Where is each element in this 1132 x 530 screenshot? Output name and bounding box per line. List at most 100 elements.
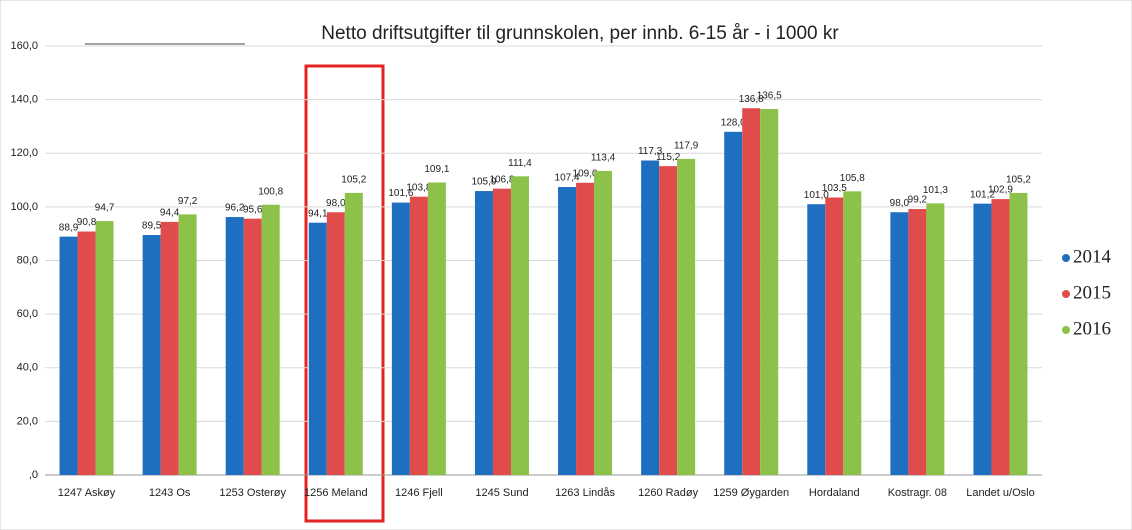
x-tick-label: Kostragr. 08	[888, 487, 947, 499]
legend-label: 2016	[1073, 318, 1111, 339]
x-tick-label: 1260 Radøy	[638, 487, 698, 499]
value-label: 105,8	[840, 173, 865, 184]
bar	[724, 131, 743, 476]
y-tick-label: ,0	[29, 469, 38, 481]
bar	[308, 222, 327, 475]
value-label: 117,3	[638, 146, 663, 157]
value-label: 88,9	[59, 222, 79, 233]
x-tick-label: 1259 Øygarden	[713, 487, 789, 499]
y-tick-label: 80,0	[17, 254, 38, 266]
value-label: 136,8	[739, 94, 764, 105]
bar	[908, 209, 927, 475]
value-label: 105,9	[471, 177, 496, 188]
bar	[659, 166, 678, 475]
x-tick-label: Hordaland	[809, 487, 860, 499]
value-label: 99,2	[908, 195, 928, 206]
highlight-box	[304, 64, 385, 523]
bar	[576, 182, 595, 475]
bar	[926, 203, 945, 475]
value-label: 103,8	[406, 182, 431, 193]
value-label: 94,1	[308, 208, 328, 219]
bar	[225, 217, 244, 475]
value-label: 109,0	[573, 168, 598, 179]
value-label: 111,4	[508, 158, 532, 169]
x-tick-label: 1243 Os	[149, 487, 191, 499]
x-tick-label: 1263 Lindås	[555, 487, 615, 499]
legend-marker	[1062, 326, 1070, 334]
value-label: 102,9	[988, 185, 1013, 196]
legend-label: 2015	[1073, 282, 1111, 303]
value-label: 128,0	[721, 117, 746, 128]
value-label: 98,0	[890, 198, 910, 209]
value-label: 89,5	[142, 221, 162, 232]
bar	[243, 218, 262, 476]
bar	[261, 204, 280, 476]
bar	[890, 212, 909, 476]
value-label: 101,3	[923, 185, 948, 196]
legend-label: 2014	[1073, 246, 1112, 267]
bar	[391, 202, 410, 475]
y-tick-label: 20,0	[17, 415, 38, 427]
value-label: 113,4	[591, 153, 616, 164]
bar	[807, 204, 826, 475]
value-label: 109,1	[424, 164, 449, 175]
bar	[344, 192, 363, 475]
bar	[594, 170, 613, 476]
bar	[825, 197, 844, 475]
bar	[641, 160, 660, 475]
bar	[474, 191, 493, 476]
x-tick-label: 1247 Askøy	[58, 487, 116, 499]
legend-marker	[1062, 290, 1070, 298]
bar	[409, 196, 428, 475]
bar	[558, 187, 577, 475]
bar	[178, 214, 197, 475]
bar	[677, 158, 696, 476]
value-label: 98,0	[326, 198, 346, 209]
x-tick-label: 1245 Sund	[475, 487, 528, 499]
bar	[843, 191, 862, 476]
y-tick-label: 100,0	[10, 201, 38, 213]
x-tick-label: 1246 Fjell	[395, 487, 443, 499]
bar	[760, 109, 779, 476]
bar	[326, 212, 345, 476]
value-label: 90,8	[77, 217, 97, 228]
value-label: 115,2	[656, 152, 681, 163]
legend-marker	[1062, 254, 1070, 262]
value-label: 101,0	[804, 190, 829, 201]
value-label: 96,2	[225, 203, 245, 214]
x-tick-label: Landet u/Oslo	[966, 487, 1035, 499]
value-label: 117,9	[674, 141, 699, 152]
value-label: 136,5	[757, 91, 782, 102]
y-tick-label: 160,0	[10, 40, 38, 52]
bar	[1009, 192, 1028, 475]
x-tick-label: 1256 Meland	[304, 487, 368, 499]
bar	[492, 188, 511, 475]
y-tick-label: 120,0	[10, 147, 38, 159]
value-label: 97,2	[178, 196, 198, 207]
y-tick-label: 140,0	[10, 94, 38, 106]
value-label: 101,2	[970, 189, 995, 200]
bar	[160, 221, 179, 475]
chart-title: Netto driftsutgifter til grunnskolen, pe…	[321, 23, 839, 44]
bar	[59, 236, 78, 475]
y-tick-label: 60,0	[17, 308, 38, 320]
value-label: 103,5	[822, 183, 847, 194]
bar	[427, 182, 446, 475]
bar	[973, 203, 992, 475]
bar	[991, 199, 1010, 476]
bar	[77, 231, 96, 475]
y-tick-label: 40,0	[17, 362, 38, 374]
value-label: 107,4	[555, 173, 580, 184]
value-label: 100,8	[258, 186, 283, 197]
value-label: 95,6	[243, 204, 263, 215]
value-label: 94,4	[160, 208, 180, 219]
value-label: 94,7	[95, 203, 115, 214]
value-label: 105,2	[341, 175, 366, 186]
x-tick-label: 1253 Osterøy	[219, 487, 286, 499]
bar	[95, 221, 114, 475]
bar	[742, 108, 761, 475]
bar	[142, 235, 161, 475]
value-label: 106,8	[489, 174, 514, 185]
value-label: 105,2	[1006, 175, 1031, 186]
